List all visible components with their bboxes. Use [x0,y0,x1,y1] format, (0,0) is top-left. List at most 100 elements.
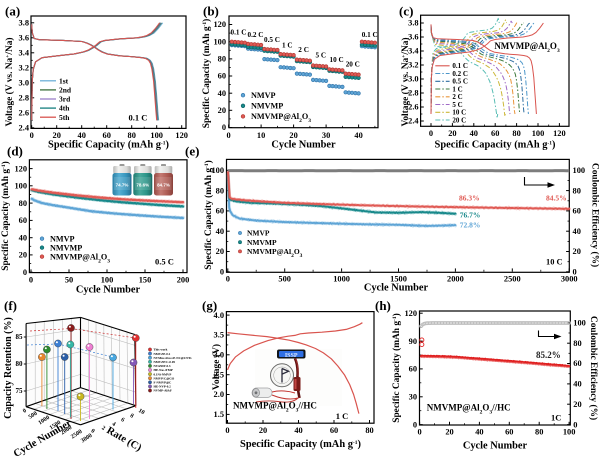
svg-text:80: 80 [573,186,581,195]
svg-text:60: 60 [573,359,581,368]
svg-text:NMVMP: NMVMP [50,243,82,252]
svg-text:0: 0 [226,274,230,283]
svg-text:0.5 C: 0.5 C [155,256,174,266]
svg-text:120: 120 [404,309,417,318]
svg-text:(h): (h) [375,298,391,313]
svg-text:80: 80 [16,360,24,368]
svg-text:1 C: 1 C [336,411,349,421]
svg-text:80: 80 [535,428,543,437]
svg-text:5 C: 5 C [316,52,327,60]
svg-text:2000: 2000 [447,274,464,283]
svg-text:Voltage (V vs. Na+/Na): Voltage (V vs. Na+/Na) [400,37,411,126]
svg-text:84.7%: 84.7% [157,183,170,188]
svg-text:ISSP: ISSP [285,353,298,359]
svg-text:Specific Capacity (mAh g-1): Specific Capacity (mAh g-1) [0,161,11,271]
svg-text:0.1 C: 0.1 C [362,31,378,39]
svg-text:0: 0 [222,123,226,132]
svg-text:120: 120 [175,131,188,140]
svg-text:80: 80 [512,129,520,138]
svg-text:75: 75 [16,387,24,395]
svg-text:Specific Capacity (mAh g-1): Specific Capacity (mAh g-1) [240,439,361,450]
svg-text:3.5: 3.5 [214,331,224,340]
svg-text:50: 50 [65,275,73,284]
svg-text:0: 0 [29,275,33,284]
svg-text:NMVP: NMVP [251,91,276,100]
svg-text:2.8: 2.8 [19,94,29,103]
svg-text:0: 0 [418,428,422,437]
svg-text:20: 20 [445,428,453,437]
svg-text:76.7%: 76.7% [460,211,481,220]
svg-text:30: 30 [322,131,330,140]
svg-text:3.2: 3.2 [19,64,29,73]
svg-text:(d): (d) [7,144,23,159]
svg-text:100: 100 [573,319,586,328]
svg-text:3.0: 3.0 [19,79,29,88]
svg-text:0: 0 [429,129,433,138]
svg-text:40: 40 [470,129,478,138]
svg-text:80: 80 [128,131,136,140]
svg-text:1.5: 1.5 [214,410,224,419]
svg-text:Specific Capacity (mAh g-1): Specific Capacity (mAh g-1) [391,313,402,423]
svg-text:80: 80 [218,55,226,64]
svg-text:3.4: 3.4 [19,49,30,58]
svg-text:40: 40 [354,131,362,140]
svg-text:120: 120 [14,164,27,173]
svg-text:60: 60 [218,72,226,81]
svg-text:0: 0 [573,420,577,429]
svg-text:80: 80 [365,426,373,435]
svg-text:72.8%: 72.8% [460,220,481,229]
svg-text:0: 0 [225,426,229,435]
svg-text:2500: 2500 [504,274,521,283]
svg-text:20: 20 [448,129,456,138]
svg-text:(f): (f) [4,298,17,313]
svg-text:1 C: 1 C [282,42,293,50]
svg-text:0: 0 [573,268,577,277]
svg-text:NMVP: NMVP [50,234,75,243]
svg-text:0.5 C: 0.5 C [264,36,280,44]
svg-text:2.6: 2.6 [19,109,29,118]
svg-text:80: 80 [19,199,27,208]
svg-text:0: 0 [413,420,417,429]
svg-text:85.2%: 85.2% [536,350,561,360]
svg-text:20: 20 [259,426,267,435]
svg-text:20: 20 [573,247,581,256]
svg-text:2 C: 2 C [452,93,462,101]
svg-text:100: 100 [213,37,226,46]
svg-text:0: 0 [220,268,224,277]
svg-text:NMVP: NMVP [247,229,270,238]
svg-text:Capacity Retention (%): Capacity Retention (%) [3,317,14,419]
svg-text:5th: 5th [59,113,70,122]
svg-text:(c): (c) [399,4,413,19]
svg-text:NMVMP: NMVMP [251,102,283,111]
svg-text:(a): (a) [5,4,20,19]
svg-text:0.1 C: 0.1 C [231,29,247,37]
svg-text:40: 40 [216,227,224,236]
svg-text:20: 20 [53,131,61,140]
svg-text:4th: 4th [59,104,70,113]
svg-text:84.5%: 84.5% [546,193,567,202]
svg-text:100: 100 [532,129,545,138]
svg-text:74.7%: 74.7% [116,183,129,188]
svg-text:150: 150 [139,275,152,284]
svg-text:85: 85 [16,333,24,341]
svg-text:100: 100 [14,182,27,191]
svg-text:100: 100 [101,275,114,284]
svg-text:(e): (e) [185,144,199,159]
svg-text:Voltage (V vs. Na+/Na): Voltage (V vs. Na+/Na) [4,37,15,126]
svg-text:NMVMP: NMVMP [247,238,277,247]
svg-text:Cycle Number: Cycle Number [76,285,141,296]
svg-text:0: 0 [30,131,34,140]
svg-text:0: 0 [23,268,27,277]
svg-text:Voltage (V): Voltage (V) [211,344,222,390]
svg-text:40: 40 [78,131,86,140]
svg-text:3rd: 3rd [59,95,71,104]
svg-text:Cycle Number: Cycle Number [463,441,528,452]
svg-text:1C: 1C [551,413,561,423]
svg-text:(b): (b) [203,4,219,19]
svg-text:90: 90 [409,337,417,346]
svg-text:Coulombic Efficiency (%): Coulombic Efficiency (%) [588,316,599,420]
svg-text:Specific Capacity (mAh g-1): Specific Capacity (mAh g-1) [48,140,169,151]
svg-text:Coulombic Efficiency (%): Coulombic Efficiency (%) [590,163,600,267]
svg-text:Specific Capacity (mAh g-1): Specific Capacity (mAh g-1) [435,140,556,151]
svg-text:100: 100 [573,166,586,175]
